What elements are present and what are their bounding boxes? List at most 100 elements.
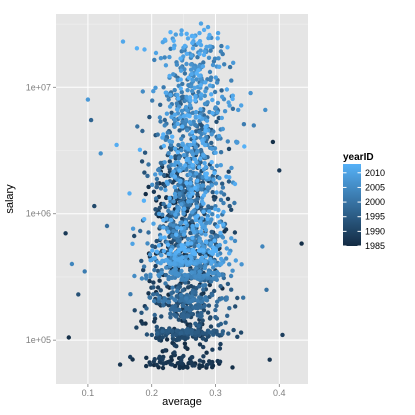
data-point — [219, 43, 224, 49]
data-point — [151, 89, 156, 94]
data-point — [199, 92, 204, 97]
data-point — [239, 262, 244, 267]
data-point — [195, 148, 200, 154]
data-point — [163, 281, 168, 286]
data-point — [197, 269, 202, 274]
data-point — [139, 159, 145, 164]
data-point — [203, 80, 208, 85]
data-point — [208, 234, 214, 239]
data-point — [193, 321, 198, 326]
data-point — [169, 114, 174, 120]
data-point — [207, 32, 212, 38]
data-point — [157, 205, 162, 210]
data-point — [128, 292, 133, 297]
data-point — [170, 285, 175, 290]
data-point — [161, 172, 167, 178]
data-point — [197, 284, 202, 289]
data-point — [205, 272, 210, 277]
data-point — [192, 363, 197, 368]
data-point — [137, 147, 143, 152]
legend-label: 2005 — [365, 182, 385, 192]
data-point — [114, 142, 119, 148]
data-point — [210, 212, 215, 217]
data-point — [191, 139, 197, 144]
data-point — [239, 103, 244, 108]
data-point — [203, 221, 209, 226]
data-point — [152, 312, 157, 318]
data-point — [153, 50, 159, 56]
data-point — [178, 220, 183, 225]
data-point — [157, 337, 162, 343]
data-point — [145, 173, 150, 179]
data-point — [197, 165, 202, 170]
data-point — [144, 363, 149, 369]
data-point — [251, 123, 256, 128]
data-point — [209, 183, 214, 188]
data-points — [63, 21, 304, 371]
data-point — [92, 203, 97, 209]
data-point — [226, 179, 232, 184]
data-point — [171, 312, 177, 317]
data-point — [202, 273, 207, 278]
data-point — [179, 136, 184, 142]
data-point — [134, 46, 140, 51]
data-point — [227, 262, 232, 267]
data-point — [232, 238, 238, 244]
data-point — [203, 164, 209, 170]
data-point — [151, 221, 156, 226]
data-point — [192, 230, 197, 235]
data-point — [175, 92, 180, 98]
data-point — [171, 223, 176, 228]
data-point — [195, 306, 200, 311]
data-point — [227, 103, 232, 108]
data-point — [202, 101, 208, 107]
data-point — [172, 343, 177, 348]
data-point — [242, 144, 247, 149]
data-point — [178, 77, 183, 82]
data-point — [197, 172, 202, 177]
data-point — [267, 357, 272, 362]
data-point — [215, 100, 221, 106]
data-point — [213, 307, 218, 313]
data-point — [181, 114, 187, 119]
data-point — [167, 73, 172, 79]
data-point — [166, 97, 171, 102]
data-point — [189, 331, 194, 336]
data-point — [208, 75, 214, 80]
data-point — [197, 358, 203, 363]
data-point — [192, 157, 198, 162]
data-point — [207, 44, 212, 49]
data-point — [193, 266, 199, 271]
data-point — [214, 190, 219, 195]
data-point — [161, 303, 166, 308]
data-point — [151, 292, 156, 297]
data-point — [220, 329, 226, 334]
data-point — [177, 191, 182, 196]
data-point — [163, 187, 168, 193]
data-point — [98, 151, 103, 156]
data-point — [209, 140, 214, 146]
data-point — [270, 139, 276, 145]
data-point — [127, 191, 132, 196]
data-point — [161, 85, 166, 90]
data-point — [188, 259, 193, 264]
data-point — [148, 272, 153, 277]
data-point — [189, 311, 194, 316]
data-point — [179, 276, 185, 281]
data-point — [104, 223, 110, 229]
x-tick-label: 0.2 — [145, 388, 158, 398]
data-point — [140, 128, 145, 134]
data-point — [205, 185, 211, 190]
data-point — [198, 48, 203, 53]
data-point — [187, 103, 193, 108]
legend: yearID 2010 2005 2000 1995 1990 1985 — [343, 152, 385, 251]
data-point — [166, 274, 171, 280]
data-point — [222, 109, 228, 114]
data-point — [215, 214, 220, 219]
data-point — [150, 98, 155, 103]
data-point — [199, 187, 204, 192]
data-point — [180, 303, 185, 308]
data-point — [172, 124, 177, 129]
data-point — [190, 40, 195, 46]
data-point — [157, 295, 162, 300]
